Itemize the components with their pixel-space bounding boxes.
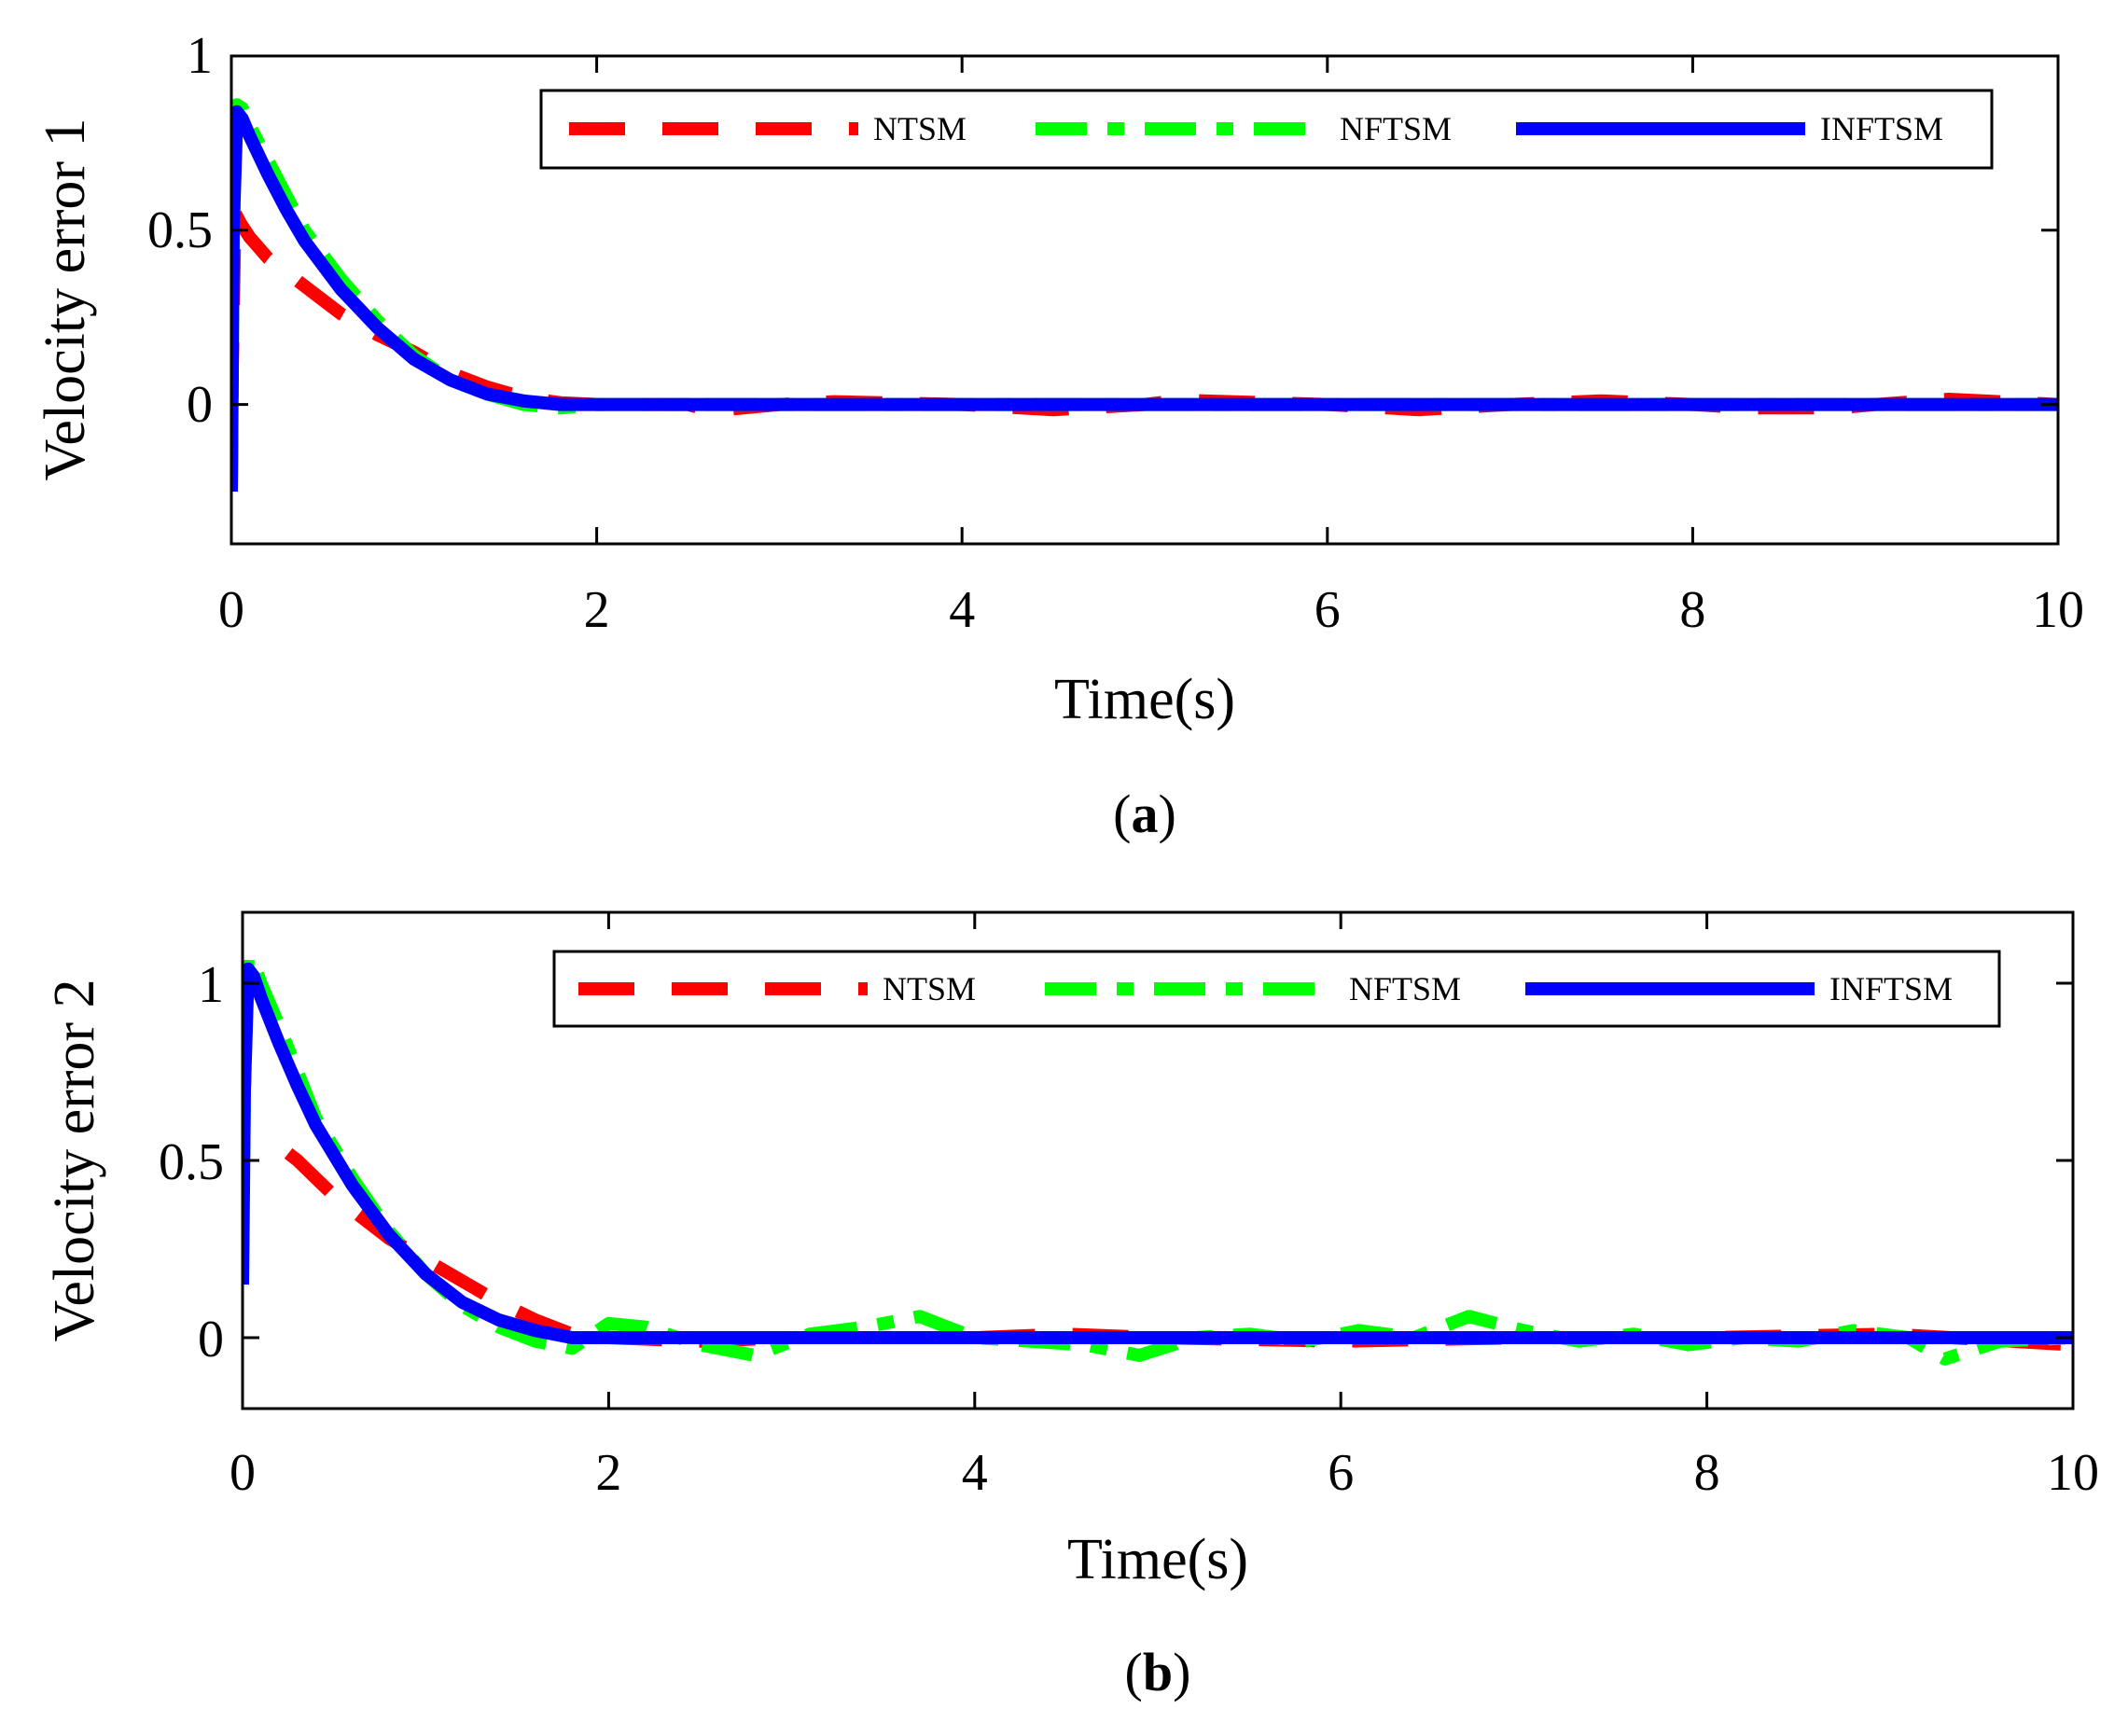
chart-a-y-tick-label: 1 [187, 27, 213, 85]
chart-b-x-tick-label: 8 [1694, 1444, 1720, 1502]
chart-b-x-tick-label: 4 [962, 1444, 988, 1502]
series-line-ntsm [231, 206, 2058, 493]
chart-a-caption-letter: a [1132, 784, 1159, 844]
legend-label-nftsm: NFTSM [1340, 110, 1452, 147]
chart-a-caption: (a) [1113, 784, 1176, 844]
chart-a-x-tick-label: 8 [1679, 581, 1705, 639]
chart-a-y-tick-label: 0.5 [147, 201, 213, 259]
legend-label-nftsm: NFTSM [1349, 970, 1461, 1007]
chart-b-caption: (b) [1125, 1642, 1191, 1702]
chart-b: 0 2 4 6 8 10 0 0.5 1 Time(s) Velocity er… [43, 910, 2099, 1702]
chart-a-ticks [229, 54, 2060, 544]
chart-a-y-axis-label: Velocity error 1 [34, 118, 97, 480]
legend-label-ntsm: NTSM [873, 110, 967, 147]
chart-b-x-axis-label: Time(s) [1067, 1528, 1248, 1591]
chart-b-x-tick-label: 10 [2047, 1444, 2099, 1502]
chart-a: 0 2 4 6 8 10 0 0.5 1 Time(s) Velocity er… [34, 27, 2084, 844]
series-line-inftsm [243, 962, 2073, 1344]
chart-b-ticks [241, 912, 2075, 1409]
chart-a-axes-box [229, 54, 2060, 546]
chart-b-y-tick-label: 1 [198, 956, 224, 1014]
chart-b-y-tick-label: 0.5 [159, 1133, 224, 1191]
legend-label-inftsm: INFTSM [1820, 110, 1943, 147]
chart-a-plot-area [231, 98, 2058, 493]
chart-b-x-tick-label: 6 [1328, 1444, 1354, 1502]
chart-a-legend: NTSM NFTSM INFTSM [539, 89, 1994, 170]
series-line-ntsm [284, 1147, 2073, 1352]
chart-b-plot-area [243, 951, 2073, 1366]
chart-b-x-tick-label: 2 [595, 1444, 621, 1502]
series-line-inftsm [231, 104, 2058, 493]
chart-a-x-tick-label: 4 [949, 581, 975, 639]
chart-b-legend: NTSM NFTSM INFTSM [552, 950, 2001, 1028]
legend-label-inftsm: INFTSM [1829, 970, 1953, 1007]
chart-b-caption-letter: b [1143, 1642, 1173, 1702]
chart-a-x-tick-label: 0 [218, 581, 244, 639]
chart-a-x-axis-label: Time(s) [1054, 668, 1235, 731]
chart-b-y-tick-label: 0 [198, 1311, 224, 1368]
chart-a-x-tick-label: 6 [1314, 581, 1341, 639]
legend-label-ntsm: NTSM [883, 970, 976, 1007]
chart-a-x-tick-label: 2 [584, 581, 610, 639]
chart-b-x-tick-label: 0 [229, 1444, 256, 1502]
chart-a-x-tick-label: 10 [2032, 581, 2084, 639]
chart-a-y-tick-label: 0 [187, 376, 213, 434]
chart-b-y-axis-label: Velocity error 2 [43, 979, 106, 1341]
